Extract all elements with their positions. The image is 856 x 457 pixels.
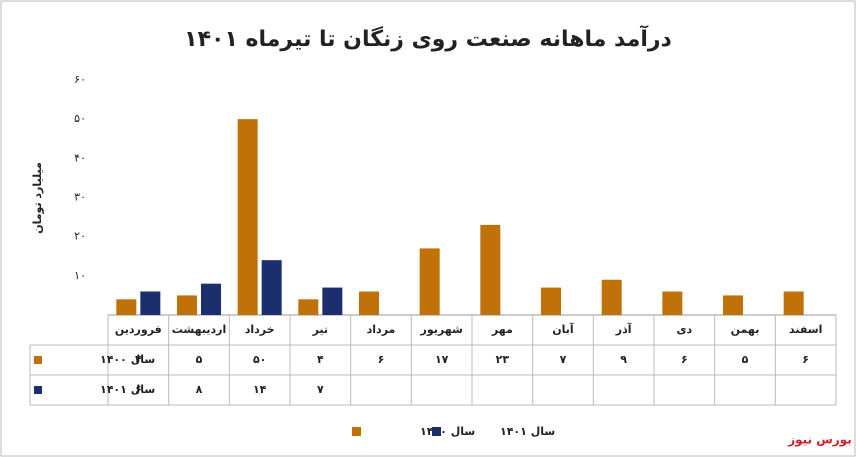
y-tick-label: ۶۰ (74, 73, 86, 86)
y-tick-label: ۳۰ (74, 191, 86, 204)
table-value: ۵۰ (253, 353, 266, 366)
bar (723, 295, 743, 315)
bar (541, 287, 561, 315)
category-label: اسفند (789, 323, 822, 336)
table-value: ۹ (620, 353, 627, 366)
y-tick-label: ۵۰ (74, 112, 86, 125)
table-value: ۴ (317, 353, 324, 366)
category-label: تیر (312, 323, 328, 336)
watermark: بورس نیوز (787, 433, 852, 448)
table-value: ۵ (742, 353, 749, 366)
bar (177, 295, 197, 315)
category-label: خرداد (245, 323, 275, 336)
bar (662, 291, 683, 315)
bar (116, 299, 137, 315)
y-tick-label: ۲۰ (74, 230, 86, 243)
table-value: ۷ (560, 353, 567, 366)
legend-swatch (432, 427, 441, 436)
bar (783, 291, 804, 315)
bar (601, 279, 622, 315)
table-value: ۲۳ (496, 353, 510, 366)
bar (140, 291, 161, 315)
y-tick-label: ۱۰ (74, 269, 86, 282)
category-label: آذر (615, 322, 632, 336)
series-swatch (34, 356, 42, 364)
table-value: ۸ (196, 383, 203, 396)
category-label: بهمن (731, 323, 760, 336)
category-label: اردیبهشت (172, 323, 226, 336)
bar (201, 283, 221, 315)
legend-label: سال ۱۴۰۰ (420, 425, 475, 438)
bar (419, 248, 440, 315)
bar (298, 299, 319, 315)
series-label: سال ۱۴۰۰ (100, 353, 155, 366)
series-swatch (34, 386, 42, 394)
table-value: ۶ (378, 353, 385, 366)
category-label: فروردین (115, 323, 162, 336)
category-label: دی (676, 323, 692, 336)
category-label: آبان (552, 322, 574, 336)
legend-swatch (352, 427, 361, 436)
category-label: مهر (491, 323, 513, 336)
category-label: شهریور (420, 323, 463, 336)
table-value: ۶ (802, 353, 809, 366)
bar (237, 119, 258, 316)
series-label: سال ۱۴۰۱ (100, 383, 155, 396)
table-value: ۷ (317, 383, 324, 396)
y-axis-label: میلیارد تومان (31, 162, 44, 234)
table-value: ۶ (135, 383, 142, 396)
table-value: ۵ (196, 353, 203, 366)
bar (359, 291, 379, 315)
category-label: مرداد (367, 323, 396, 336)
bar (480, 224, 501, 315)
table-value: ۱۷ (435, 353, 449, 366)
bar (322, 287, 343, 315)
legend-label: سال ۱۴۰۱ (500, 425, 555, 438)
table-value: ۶ (681, 353, 688, 366)
chart-title: درآمد ماهانه صنعت روی زنگان تا تیرماه ۱۴… (184, 24, 672, 52)
table-value: ۴ (135, 353, 142, 366)
table-value: ۱۴ (253, 383, 267, 396)
y-tick-label: ۴۰ (74, 151, 86, 164)
bar (261, 260, 282, 315)
